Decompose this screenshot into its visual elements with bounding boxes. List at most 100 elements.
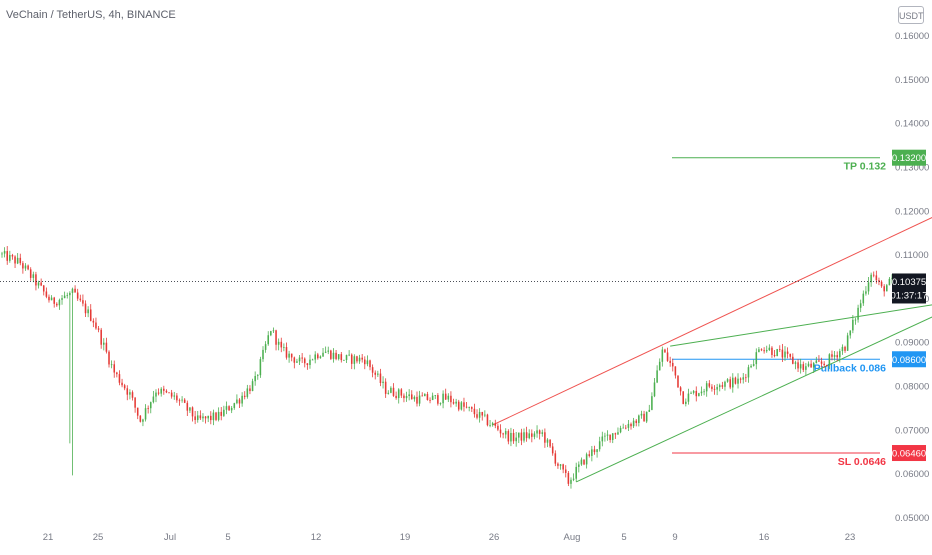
candle-body (348, 354, 350, 356)
candle-body (163, 388, 165, 391)
candle-body (685, 401, 687, 404)
candle-body (745, 377, 747, 379)
y-tick-label: 0.06000 (895, 469, 929, 480)
candle-body (617, 432, 619, 435)
candle-body (619, 428, 622, 433)
channel-upper-line[interactable] (492, 188, 932, 426)
time-axis[interactable]: 21 25 Jul 5 12 19 26 Aug 5 9 16 23 (43, 532, 856, 543)
candle-body (377, 373, 379, 375)
candle-body (243, 395, 246, 397)
candle-body (288, 353, 290, 358)
candle-body (431, 395, 434, 401)
candle-body (799, 364, 802, 369)
candle-body (429, 399, 431, 401)
candle-body (805, 366, 807, 370)
candle-body (3, 251, 6, 254)
candle-body (183, 399, 186, 403)
candle-body (512, 432, 515, 442)
currency-button[interactable]: USDT (898, 6, 924, 24)
candle-body (27, 265, 29, 270)
candles (1, 246, 896, 489)
candle-body (309, 359, 311, 366)
candle-body (149, 402, 152, 409)
candle-body (58, 299, 61, 306)
candle-body (152, 396, 155, 403)
candle-body (270, 331, 272, 336)
candle-body (732, 377, 734, 388)
candle-body (818, 360, 820, 362)
candle-body (841, 346, 844, 352)
candle-body (176, 395, 178, 401)
candle-body (823, 363, 825, 365)
candle-body (484, 414, 486, 416)
candle-body (121, 382, 123, 386)
candle-body (450, 395, 452, 403)
pullback-price-tag: 0.08600 (892, 355, 926, 366)
candle-body (92, 320, 95, 323)
candle-body (760, 349, 763, 351)
candle-body (614, 433, 617, 435)
candle-body (778, 348, 781, 350)
candle-body (403, 395, 405, 399)
wedge-upper-line[interactable] (670, 294, 932, 347)
candle-body (862, 293, 865, 304)
candle-body (100, 329, 102, 345)
candle-body (520, 432, 523, 441)
candle-body (528, 433, 531, 439)
candle-body (390, 387, 392, 393)
candle-body (698, 393, 700, 397)
x-tick-label: 19 (400, 532, 411, 543)
candle-body (220, 411, 223, 416)
candle-body (207, 415, 209, 419)
pullback-price-tag-bg (892, 351, 926, 368)
candle-body (251, 381, 254, 392)
candle-body (705, 383, 708, 392)
candle-body (134, 397, 136, 408)
candle-body (327, 350, 330, 352)
candle-body (601, 436, 604, 442)
candle-body (559, 464, 562, 466)
candle-body (828, 354, 831, 366)
candle-body (703, 391, 705, 393)
candle-body (758, 349, 760, 353)
candle-body (50, 297, 53, 301)
candle-body (246, 388, 249, 397)
candle-body (204, 416, 207, 419)
x-tick-label: 26 (489, 532, 500, 543)
candle-body (71, 288, 74, 293)
candle-body (771, 347, 773, 355)
tp-price-tag: 0.13200 (892, 153, 926, 164)
candle-body (382, 381, 384, 383)
candle-body (606, 434, 609, 436)
candle-body (854, 319, 857, 321)
candle-body (95, 322, 97, 329)
candle-body (225, 406, 228, 410)
candle-body (259, 359, 262, 376)
candle-body (126, 388, 129, 395)
x-tick-label: 16 (759, 532, 770, 543)
candle-body (781, 349, 784, 358)
candle-body (554, 453, 557, 464)
candle-body (452, 402, 455, 404)
candle-body (776, 348, 778, 357)
candle-body (426, 394, 429, 400)
candle-body (191, 407, 194, 417)
candle-body (755, 352, 758, 365)
candle-body (84, 303, 87, 314)
candle-body (233, 403, 236, 408)
candle-body (687, 393, 690, 402)
candle-body (168, 392, 170, 394)
candle-body (849, 330, 852, 336)
x-tick-label: 21 (43, 532, 54, 543)
candle-body (888, 278, 891, 286)
candle-body (157, 392, 160, 394)
candle-body (852, 319, 854, 331)
candle-body (397, 389, 400, 399)
y-tick-label: 0.13000 (895, 162, 929, 173)
x-tick-label: 5 (621, 532, 626, 543)
candle-body (194, 416, 196, 421)
candle-body (645, 411, 648, 422)
candle-body (844, 346, 846, 351)
candle-body (14, 256, 16, 264)
